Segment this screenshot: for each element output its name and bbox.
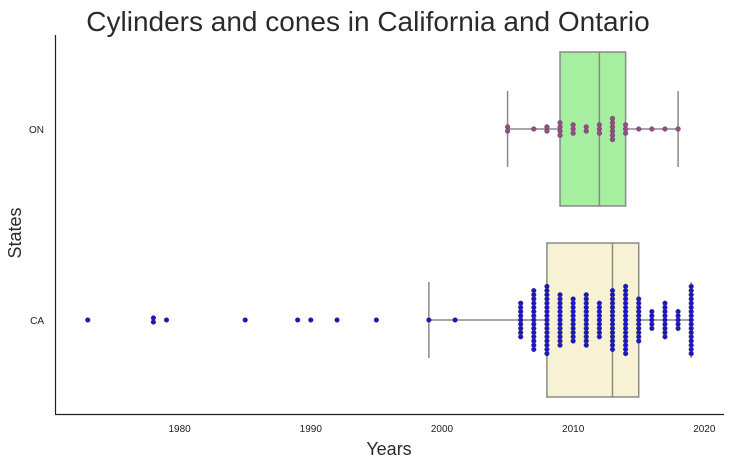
data-point-on: [504, 128, 511, 134]
data-point-ca: [308, 317, 314, 323]
y-ticks: ON CA: [29, 125, 44, 327]
data-point-on: [675, 126, 681, 132]
data-point-ca: [596, 334, 602, 340]
data-point-ca: [649, 325, 655, 332]
data-point-ca: [295, 317, 301, 323]
data-point-ca: [688, 351, 694, 357]
data-point-ca: [242, 317, 248, 323]
data-point-ca: [85, 317, 91, 323]
x-tick-label: 2000: [431, 424, 454, 435]
data-point-on: [596, 130, 602, 136]
data-point-on: [557, 132, 563, 138]
data-point-on: [609, 136, 616, 143]
data-point-ca: [163, 317, 170, 323]
x-axis-label: Years: [366, 439, 411, 459]
data-point-on: [649, 126, 655, 132]
box-on: [559, 51, 627, 207]
data-point-ca: [518, 334, 524, 340]
data-point-ca: [334, 317, 340, 323]
data-point-ca: [675, 325, 681, 332]
data-point-on: [583, 128, 589, 134]
data-point-ca: [452, 317, 458, 323]
x-tick-label: 2020: [693, 424, 716, 435]
chart-title: Cylinders and cones in California and On…: [86, 6, 649, 37]
data-point-on: [623, 130, 629, 136]
data-point-on: [570, 130, 576, 136]
data-point-ca: [544, 351, 550, 357]
data-point-on: [544, 128, 550, 134]
data-point-ca: [150, 319, 156, 325]
data-point-on: [636, 126, 642, 132]
data-point-ca: [557, 342, 563, 348]
data-point-on: [662, 126, 668, 132]
data-point-ca: [636, 338, 642, 344]
data-point-ca: [662, 334, 668, 340]
data-point-ca: [373, 317, 379, 323]
y-tick-label: ON: [29, 125, 44, 136]
x-tick-label: 1980: [168, 424, 191, 435]
x-ticks: 1980 1990 2000 2010 2020: [168, 424, 715, 435]
data-point-ca: [583, 342, 589, 348]
data-point-ca: [623, 351, 629, 357]
data-point-on: [531, 126, 537, 132]
y-tick-label: CA: [30, 316, 44, 327]
plot-area: [85, 51, 694, 398]
data-point-ca: [531, 346, 537, 353]
x-tick-label: 2010: [562, 424, 585, 435]
data-point-ca: [426, 317, 432, 323]
y-axis-label: States: [5, 207, 25, 258]
data-point-ca: [570, 338, 576, 344]
data-point-ca: [609, 346, 616, 353]
x-tick-label: 1990: [300, 424, 323, 435]
